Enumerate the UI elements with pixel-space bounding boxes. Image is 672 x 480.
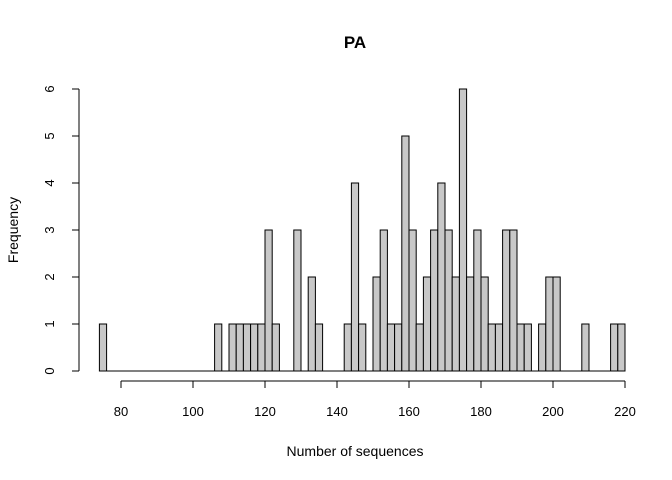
bar [214, 323, 223, 372]
bar [538, 323, 547, 372]
bar [444, 229, 453, 372]
bar [235, 323, 244, 372]
bar [458, 88, 468, 372]
bar [509, 229, 518, 372]
bar [257, 323, 266, 372]
bar [502, 229, 511, 372]
y-tick-label: 5 [42, 132, 57, 139]
chart-title: PA [344, 33, 366, 52]
bar [98, 323, 108, 372]
bar [437, 182, 446, 372]
y-tick-label: 1 [42, 320, 57, 327]
bar [372, 276, 381, 372]
x-tick-label: 80 [114, 404, 128, 419]
bar [494, 323, 504, 372]
bar [264, 229, 273, 372]
bar [358, 323, 367, 372]
bar [581, 323, 590, 372]
bar [516, 323, 525, 372]
bar [552, 276, 561, 372]
x-tick-label: 180 [470, 404, 492, 419]
bar [271, 323, 280, 372]
x-axis-label: Number of sequences [287, 443, 424, 459]
bar [523, 323, 532, 372]
bar [473, 229, 482, 372]
bar [480, 276, 489, 372]
y-axis: 0 1 2 3 4 5 6 [42, 85, 80, 375]
y-tick-label: 2 [42, 273, 57, 280]
bar [386, 323, 396, 372]
y-tick-label: 4 [42, 179, 57, 186]
bar [451, 276, 460, 372]
y-tick-label: 0 [42, 367, 57, 374]
bar [343, 323, 352, 372]
bar [487, 323, 496, 372]
y-axis-label: Frequency [5, 197, 21, 263]
bar [228, 323, 237, 372]
x-tick-label: 140 [326, 404, 348, 419]
x-tick-label: 200 [542, 404, 564, 419]
bar [250, 323, 259, 372]
bar [379, 229, 388, 372]
y-tick-label: 6 [42, 85, 57, 92]
x-tick-label: 120 [254, 404, 276, 419]
y-tick-label: 3 [42, 226, 57, 233]
x-axis: 80 100 120 140 160 180 200 220 [114, 380, 636, 419]
x-tick-label: 220 [614, 404, 636, 419]
x-tick-label: 100 [182, 404, 204, 419]
bar [350, 182, 360, 372]
x-tick-label: 160 [398, 404, 420, 419]
bars-group [98, 88, 626, 372]
bar [401, 135, 410, 372]
bar [408, 229, 417, 372]
bar [422, 276, 432, 372]
bar [430, 229, 439, 372]
bar [394, 323, 403, 372]
bar [314, 323, 324, 372]
bar [415, 323, 424, 372]
bar [242, 323, 252, 372]
bar [610, 323, 619, 372]
bar [545, 276, 554, 372]
bar [466, 276, 475, 372]
bar [617, 323, 626, 372]
bar [293, 229, 302, 372]
bar [307, 276, 316, 372]
